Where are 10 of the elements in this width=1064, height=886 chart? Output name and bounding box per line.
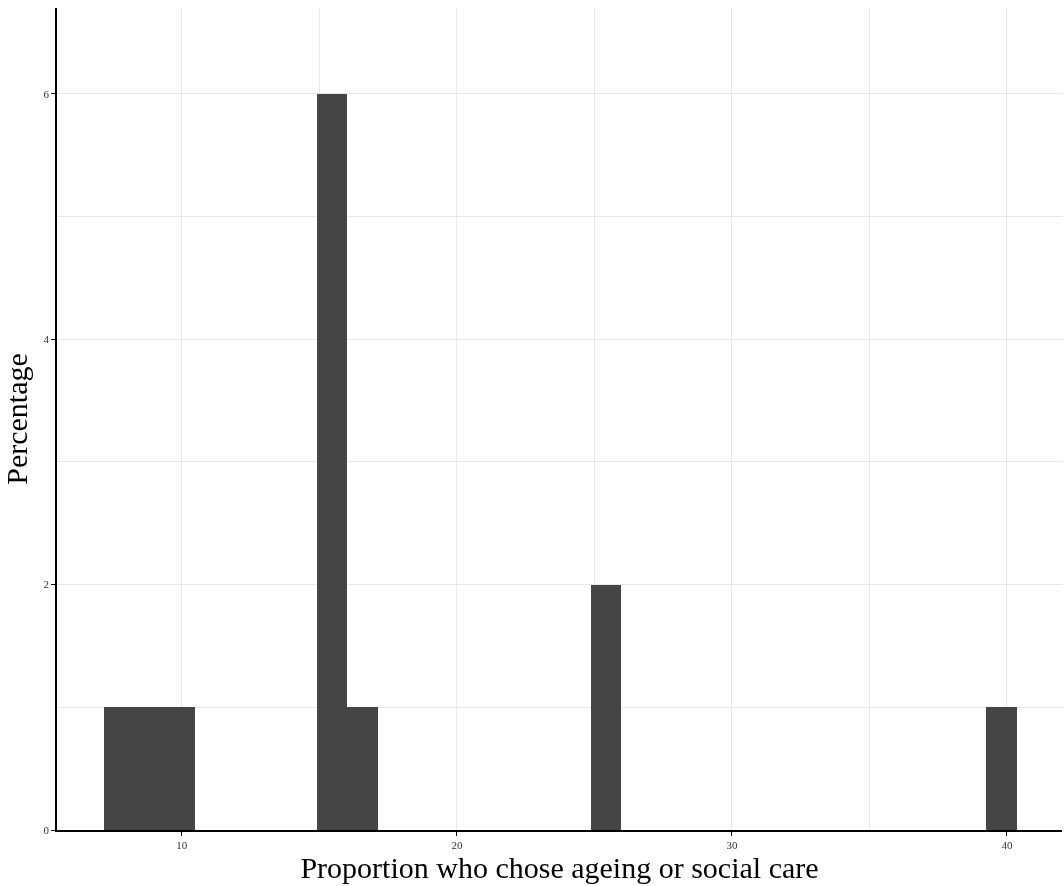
x-tick-label: 40	[1001, 838, 1013, 851]
x-tick-label: 10	[176, 838, 188, 851]
y-tick-label: 4	[43, 333, 50, 346]
y-tick-label: 6	[43, 87, 50, 100]
x-tick-label: 20	[451, 838, 463, 851]
x-axis-title: Proportion who chose ageing or social care	[300, 850, 819, 884]
y-tick-label: 0	[43, 823, 50, 836]
y-tick-label: 2	[43, 578, 50, 591]
x-tick-label: 30	[726, 838, 738, 851]
y-axis-title: Percentage	[0, 353, 33, 485]
